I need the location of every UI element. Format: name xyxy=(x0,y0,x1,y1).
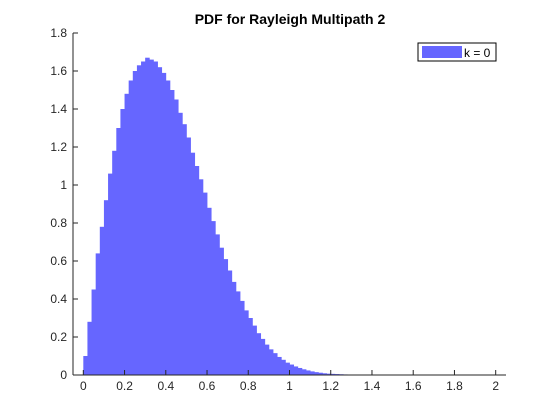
x-tick-label: 0.2 xyxy=(116,379,133,393)
x-tick-label: 2 xyxy=(492,379,499,393)
x-tick-label: 1.4 xyxy=(364,379,381,393)
histogram-bar xyxy=(264,344,270,375)
histogram-bar xyxy=(277,356,282,375)
x-tick-label: 0 xyxy=(80,379,87,393)
histogram-bar xyxy=(157,67,163,375)
histogram-bar xyxy=(227,270,233,375)
histogram-bar xyxy=(289,364,295,375)
histogram-bar xyxy=(178,112,183,376)
y-tick-label: 0.4 xyxy=(50,292,67,306)
histogram-bar xyxy=(91,289,97,375)
legend-swatch xyxy=(422,46,462,58)
histogram-bar xyxy=(207,207,212,375)
histogram-bar xyxy=(215,234,220,375)
histogram-bar xyxy=(268,349,274,375)
histogram-bar xyxy=(169,90,175,375)
y-tick-label: 1.4 xyxy=(50,102,67,116)
histogram-bar xyxy=(256,333,262,375)
histogram-bar xyxy=(281,359,286,375)
histogram-bar xyxy=(128,80,134,375)
x-tick-label: 1 xyxy=(286,379,293,393)
histogram-bar xyxy=(301,369,307,375)
histogram-bar xyxy=(124,93,130,376)
y-tick-label: 0.6 xyxy=(50,254,67,268)
histogram-bar xyxy=(141,61,146,375)
histogram-bar xyxy=(305,370,311,375)
y-tick-label: 1.6 xyxy=(50,64,67,78)
histogram-bar xyxy=(248,318,253,375)
histogram-bar xyxy=(132,71,138,375)
histogram-bar xyxy=(161,72,167,376)
histogram-bar xyxy=(273,353,278,375)
histogram-bar xyxy=(182,124,187,375)
histogram-bar xyxy=(297,367,303,375)
histogram-bar xyxy=(198,179,204,375)
histogram-bar xyxy=(231,281,237,375)
histogram-bar xyxy=(330,373,336,375)
histogram-bar xyxy=(285,362,290,375)
y-tick-label: 0.2 xyxy=(50,330,67,344)
histogram-bar xyxy=(103,200,109,375)
y-tick-label: 1 xyxy=(60,178,67,192)
histogram-bar xyxy=(190,152,196,375)
histogram-bar xyxy=(310,371,315,375)
histogram-bar xyxy=(108,173,113,375)
histogram-bar xyxy=(153,61,158,375)
histogram-bar xyxy=(244,310,249,375)
histogram-bar xyxy=(211,221,216,375)
histogram-bar xyxy=(235,291,241,375)
x-tick-label: 1.2 xyxy=(322,379,339,393)
y-tick-label: 0.8 xyxy=(50,216,67,230)
histogram-bar xyxy=(136,65,142,376)
histogram-bar xyxy=(120,109,125,375)
x-tick-label: 0.8 xyxy=(240,379,257,393)
histogram-bar xyxy=(326,373,332,375)
y-tick-label: 1.8 xyxy=(50,26,67,40)
legend-label: k = 0 xyxy=(464,46,491,60)
legend: k = 0 xyxy=(417,42,497,62)
histogram-bar xyxy=(219,247,224,375)
histogram-bar xyxy=(112,150,117,375)
histogram-bar xyxy=(116,128,121,375)
histogram-bar xyxy=(194,166,200,375)
x-tick-label: 0.4 xyxy=(157,379,174,393)
bars-group xyxy=(83,57,377,376)
histogram-bar xyxy=(186,137,191,375)
histogram-bar xyxy=(95,253,101,375)
histogram-bar xyxy=(223,259,229,375)
histogram-bar xyxy=(240,300,245,375)
histogram-bar xyxy=(165,80,171,375)
x-tick-label: 0.6 xyxy=(199,379,216,393)
histogram-bar xyxy=(174,99,179,375)
histogram-bar xyxy=(99,226,105,375)
histogram-bar xyxy=(314,372,319,375)
y-tick-label: 1.2 xyxy=(50,140,67,154)
y-tick-label: 0 xyxy=(60,368,67,382)
histogram-bar xyxy=(252,325,257,375)
histogram-bar xyxy=(318,372,323,375)
histogram-bar xyxy=(87,321,92,375)
histogram-bar xyxy=(202,192,208,375)
histogram-bar xyxy=(145,57,150,375)
histogram-bar xyxy=(260,338,266,375)
histogram-bar xyxy=(322,373,328,375)
axes: 0 0.2 0.4 0.6 0.8 1 1.2 1.4 1.6 1.8 2 0 0.2 0.4 0.6 0.8… xyxy=(50,26,506,393)
histogram-bar xyxy=(83,356,88,375)
histogram-bar xyxy=(293,366,299,375)
chart-title: PDF for Rayleigh Multipath 2 xyxy=(195,11,386,27)
histogram-bar xyxy=(149,59,154,375)
x-tick-label: 1.8 xyxy=(446,379,463,393)
x-tick-label: 1.6 xyxy=(405,379,422,393)
